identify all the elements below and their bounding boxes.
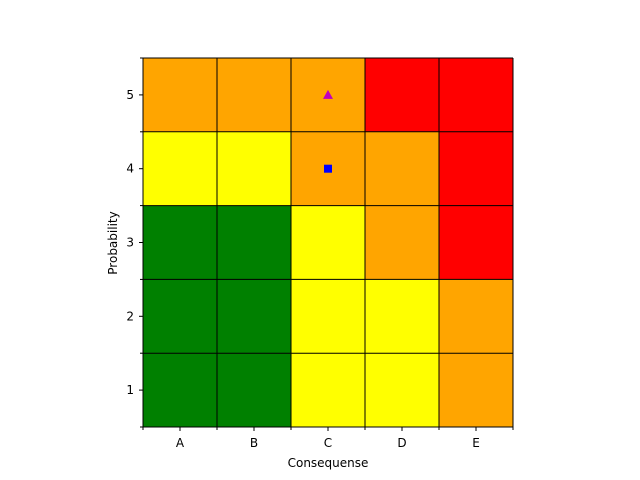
axis-ticks: A B C D E 1 2 3 4 5 [126, 57, 514, 450]
cell-E-3 [439, 205, 513, 280]
x-tick-label: A [176, 436, 185, 450]
cell-D-5 [365, 58, 439, 132]
cell-D-4 [365, 131, 439, 206]
x-axis-label: Consequense [288, 456, 369, 470]
cell-B-5 [217, 58, 291, 132]
y-tick-label: 1 [126, 383, 134, 397]
cell-B-1 [217, 353, 291, 427]
x-tick-label: B [250, 436, 258, 450]
cell-C-1 [291, 353, 365, 427]
x-tick-label: E [472, 436, 480, 450]
x-tick-label: D [397, 436, 406, 450]
x-tick-label: C [324, 436, 332, 450]
heatmap-cells [143, 58, 513, 427]
cell-A-3 [143, 205, 217, 280]
cell-E-1 [439, 353, 513, 427]
y-axis-label: Probability [106, 211, 120, 274]
cell-E-4 [439, 131, 513, 206]
cell-A-1 [143, 353, 217, 427]
cell-A-4 [143, 131, 217, 206]
y-tick-label: 4 [126, 162, 134, 176]
cell-A-5 [143, 58, 217, 132]
cell-D-3 [365, 205, 439, 280]
cell-D-2 [365, 279, 439, 354]
cell-B-3 [217, 205, 291, 280]
cell-E-2 [439, 279, 513, 354]
cell-C-3 [291, 205, 365, 280]
cell-D-1 [365, 353, 439, 427]
cell-C-2 [291, 279, 365, 354]
y-tick-label: 2 [126, 309, 134, 323]
cell-E-5 [439, 58, 513, 132]
data-points [323, 89, 333, 173]
triangle-marker [323, 89, 333, 99]
y-tick-label: 5 [126, 88, 134, 102]
cell-B-2 [217, 279, 291, 354]
cell-A-2 [143, 279, 217, 354]
y-tick-label: 3 [126, 236, 134, 250]
cell-B-4 [217, 131, 291, 206]
square-marker [324, 164, 332, 173]
